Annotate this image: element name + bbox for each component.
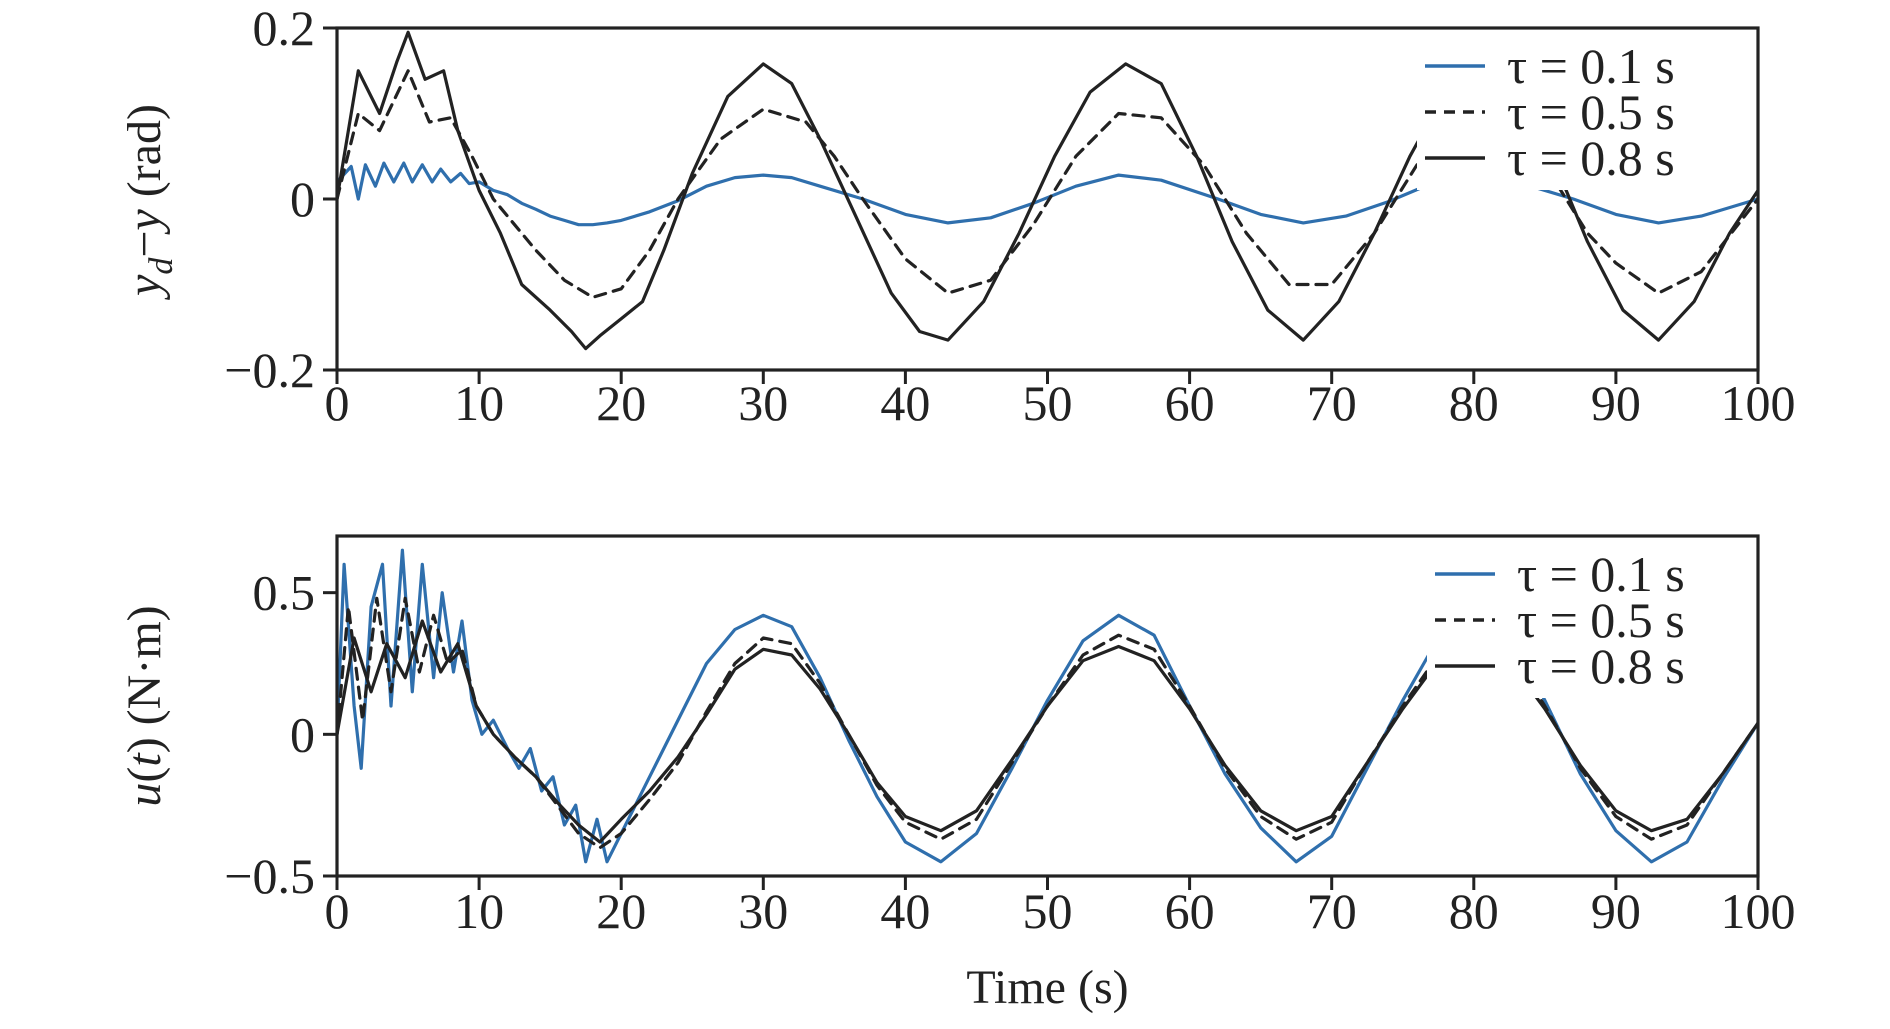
error-ytick-label-1: 0: [290, 171, 315, 227]
error-series-line-0: [337, 161, 1758, 227]
control-legend-background: [1427, 546, 1757, 698]
error-ytick-label-0: −0.2: [224, 342, 315, 398]
error-xtick-label-7: 70: [1307, 375, 1357, 431]
control-ytick-label-1: 0: [290, 706, 315, 762]
error-xtick-label-4: 40: [880, 375, 930, 431]
control-legend-label-0: τ = 0.1 s: [1517, 546, 1685, 602]
control-xtick-label-4: 40: [880, 883, 930, 939]
error-xtick-label-6: 60: [1165, 375, 1215, 431]
control-xtick-label-6: 60: [1165, 883, 1215, 939]
error-xtick-label-3: 30: [738, 375, 788, 431]
control-xtick-label-2: 20: [596, 883, 646, 939]
error-plot: τ = 0.1 sτ = 0.5 sτ = 0.8 s 0 10 20 30 40 50 60…: [118, 0, 1796, 431]
error-legend-label-0: τ = 0.1 s: [1507, 38, 1675, 94]
error-legend-label-1: τ = 0.5 s: [1507, 84, 1675, 140]
control-xtick-label-10: 100: [1721, 883, 1796, 939]
control-ytick-label-0: −0.5: [224, 848, 315, 904]
error-xtick-label-0: 0: [325, 375, 350, 431]
control-series-line-1: [337, 596, 1758, 850]
error-legend-label-2: τ = 0.8 s: [1507, 130, 1675, 186]
error-legend-background: [1417, 38, 1747, 190]
error-ytick-label-2: 0.2: [253, 0, 316, 56]
control-xtick-label-9: 90: [1591, 883, 1641, 939]
control-xtick-label-3: 30: [738, 883, 788, 939]
control-legend-label-2: τ = 0.8 s: [1517, 638, 1685, 694]
control-xtick-label-0: 0: [325, 883, 350, 939]
error-xtick-label-5: 50: [1023, 375, 1073, 431]
control-legend: τ = 0.1 sτ = 0.5 sτ = 0.8 s: [1427, 546, 1757, 698]
control-y-axis-label: u(t) (N·m): [118, 605, 171, 806]
error-legend: τ = 0.1 sτ = 0.5 sτ = 0.8 s: [1417, 38, 1747, 190]
error-xtick-label-2: 20: [596, 375, 646, 431]
error-xtick-label-9: 90: [1591, 375, 1641, 431]
error-xtick-label-1: 10: [454, 375, 504, 431]
control-legend-label-1: τ = 0.5 s: [1517, 592, 1685, 648]
error-y-axis-label: yd−y (rad): [118, 104, 180, 301]
control-ytick-label-2: 0.5: [253, 565, 316, 621]
control-xtick-label-1: 10: [454, 883, 504, 939]
error-series-line-1: [337, 69, 1758, 299]
control-x-axis-label: Time (s): [966, 961, 1128, 1014]
error-xtick-label-10: 100: [1721, 375, 1796, 431]
error-xtick-label-8: 80: [1449, 375, 1499, 431]
control-xtick-label-5: 50: [1023, 883, 1073, 939]
control-input-plot: τ = 0.1 sτ = 0.5 sτ = 0.8 s 0 10 20 30 40 50 60…: [118, 534, 1796, 1014]
control-xtick-label-8: 80: [1449, 883, 1499, 939]
control-xtick-label-7: 70: [1307, 883, 1357, 939]
